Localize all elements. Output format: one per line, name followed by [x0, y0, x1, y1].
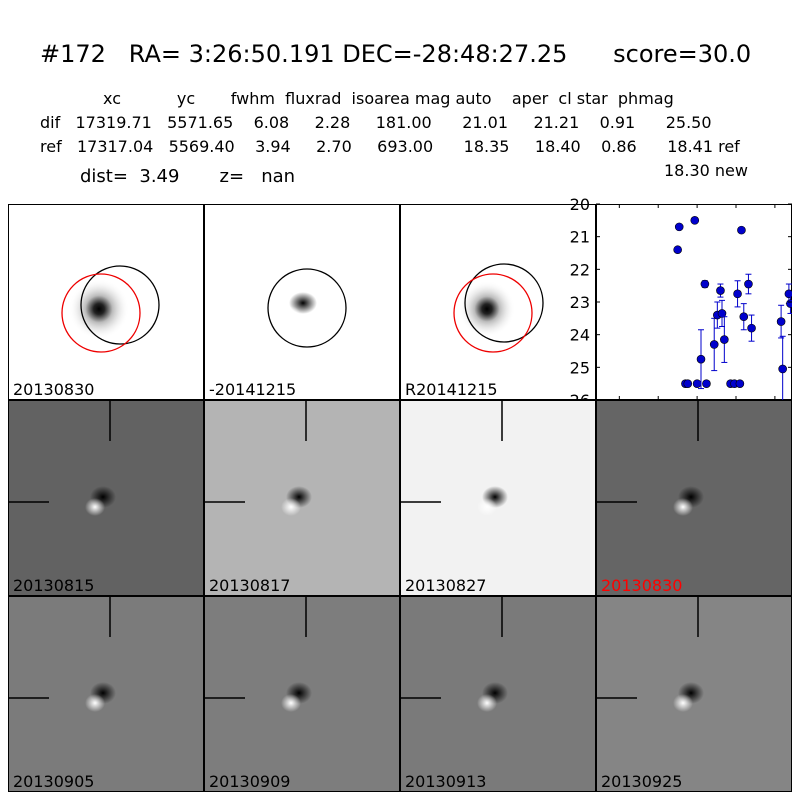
stamp-panel-difference: -20141215	[204, 204, 400, 400]
star-blob	[69, 279, 129, 339]
panel-date-label: 20130909	[209, 772, 291, 791]
table-header: xc yc fwhm fluxrad isoarea mag auto aper…	[103, 89, 674, 108]
difference-stamp	[205, 401, 312, 516]
difference-stamp	[9, 597, 116, 712]
panel-date-label: 20130827	[405, 576, 487, 595]
y-tick-label: 25	[570, 358, 590, 377]
residual-light	[281, 498, 301, 516]
residual-light	[477, 694, 497, 712]
reference-stamp	[453, 263, 544, 353]
panel-date-label: 20130830	[601, 576, 683, 595]
y-tick-label: 22	[570, 260, 590, 279]
data-point	[778, 364, 787, 374]
epoch-panel-6: 20130913	[400, 596, 596, 792]
data-point	[690, 216, 700, 225]
data-point	[733, 289, 742, 299]
data-point	[716, 286, 725, 295]
epoch-panel-2: 20130827	[400, 400, 596, 596]
data-point	[786, 299, 792, 308]
difference-stamp	[9, 401, 116, 516]
data-point	[744, 279, 753, 289]
difference-stamp	[401, 597, 508, 712]
stamp-panel-template: 20130830	[8, 204, 204, 400]
epoch-panel-4: 20130905	[8, 596, 204, 792]
stamp-panel-reference: R20141215	[400, 204, 596, 400]
data-point	[702, 379, 711, 388]
epoch-panel-3: 20130830	[596, 400, 792, 596]
epoch-panel-7: 20130925	[596, 596, 792, 792]
light-curve-chart: 20212223242526−100−50050100	[570, 195, 792, 424]
residual-light	[673, 498, 693, 516]
table-row-ref: ref 17317.04 5569.40 3.94 2.70 693.00 18…	[40, 137, 740, 156]
data-point	[674, 222, 684, 232]
data-points	[673, 216, 792, 400]
circle-black	[267, 268, 347, 348]
table-row-dif: dif 17319.71 5571.65 6.08 2.28 181.00 21…	[40, 113, 712, 132]
table-row-new: 18.30 new	[664, 161, 748, 180]
panel-date-label: 20130815	[13, 576, 95, 595]
panel-date-label: 20130913	[405, 772, 487, 791]
data-point	[700, 279, 710, 289]
star-stamp	[61, 265, 160, 353]
difference-stamp	[597, 401, 704, 516]
data-point	[776, 317, 786, 326]
residual-light	[281, 306, 301, 324]
difference-stamp	[267, 268, 347, 348]
residual-light	[477, 498, 497, 516]
panel-date-label: -20141215	[209, 380, 297, 399]
difference-stamp	[597, 597, 704, 712]
circle-red	[61, 273, 141, 353]
data-point	[696, 354, 706, 364]
circle-red	[453, 273, 533, 353]
data-point	[720, 335, 729, 344]
residual-light	[85, 498, 105, 516]
data-point	[739, 312, 749, 321]
dist-z-line: dist= 3.49 z= nan	[80, 166, 296, 187]
panel-date-label: 20130925	[601, 772, 683, 791]
data-point	[692, 379, 702, 388]
data-point	[673, 245, 682, 255]
panel-date-label: R20141215	[405, 380, 498, 399]
circle-black	[464, 263, 544, 343]
data-point	[683, 379, 693, 388]
data-point	[735, 379, 745, 388]
epoch-panel-0: 20130815	[8, 400, 204, 596]
residual-light	[673, 694, 693, 712]
y-tick-label: 24	[570, 326, 590, 345]
residual-light	[281, 694, 301, 712]
light-curve-plot-frame	[596, 204, 792, 400]
panel-date-label: 20130817	[209, 576, 291, 595]
y-tick-label: 21	[570, 228, 590, 247]
data-point	[737, 225, 746, 235]
data-point	[717, 309, 727, 318]
data-point	[709, 340, 719, 349]
y-tick-label: 23	[570, 293, 590, 312]
data-point	[747, 323, 756, 333]
circle-black	[80, 265, 160, 345]
candidate-title: #172 RA= 3:26:50.191 DEC=-28:48:27.25 sc…	[40, 40, 752, 68]
panel-date-label: 20130830	[13, 380, 95, 399]
epoch-panel-1: 20130817	[204, 400, 400, 596]
residual-light	[85, 694, 105, 712]
epoch-panel-5: 20130909	[204, 596, 400, 792]
star-blob	[459, 281, 515, 337]
y-tick-label: 20	[570, 195, 590, 214]
difference-stamp	[205, 597, 312, 712]
difference-stamp	[401, 401, 508, 516]
panel-date-label: 20130905	[13, 772, 95, 791]
